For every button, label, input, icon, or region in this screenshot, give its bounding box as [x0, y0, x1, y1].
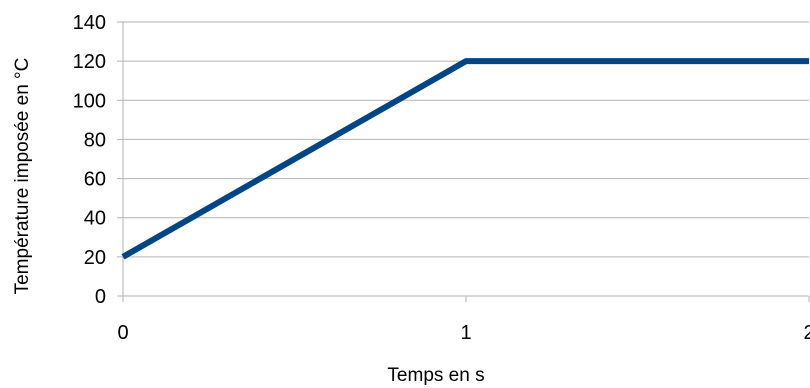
y-axis-title: Température imposée en °C	[12, 58, 33, 295]
y-tick-label: 140	[73, 12, 106, 34]
x-tick-label: 2	[803, 322, 810, 344]
ticks: 0 20 40 60 80 100 120 140 0 1 2	[73, 12, 810, 344]
y-tick-label: 100	[73, 90, 106, 112]
series-line	[121, 58, 809, 260]
grid	[123, 21, 809, 258]
y-tick-label: 40	[84, 208, 106, 230]
x-tick-label: 0	[117, 322, 128, 344]
y-tick-label: 120	[73, 51, 106, 73]
series	[121, 58, 809, 260]
y-tick-label: 0	[95, 286, 106, 308]
y-tick-label: 80	[84, 129, 106, 151]
x-tick-label: 1	[460, 322, 471, 344]
x-axis-title: Temps en s	[387, 365, 484, 386]
y-tick-label: 20	[84, 247, 106, 269]
y-tick-label: 60	[84, 169, 106, 191]
